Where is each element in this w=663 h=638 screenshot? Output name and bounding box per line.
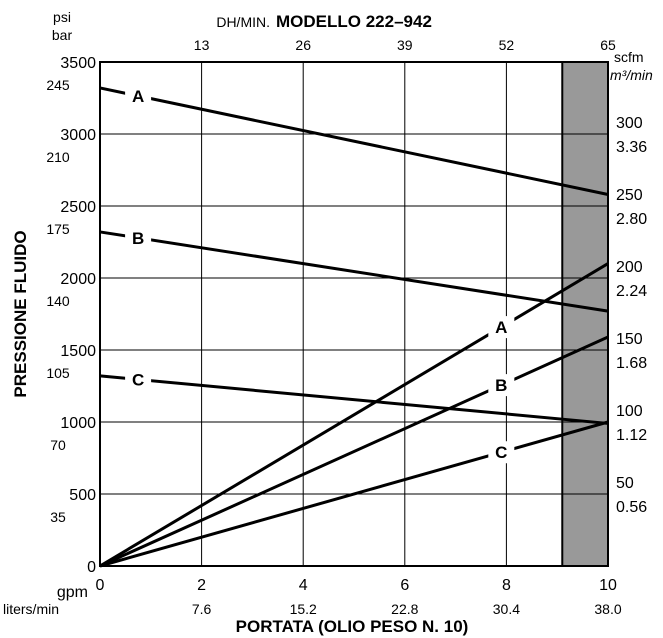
right-unit-m3: m³/min	[610, 67, 653, 83]
top-axis-label: DH/MIN.	[216, 14, 270, 30]
pressure-series-c-label: C	[132, 370, 144, 389]
y-tick-bar: 70	[50, 437, 66, 453]
right-tick-m3: 2.80	[616, 211, 647, 228]
y-unit-bar: bar	[52, 27, 73, 43]
shaded-region	[561, 61, 610, 567]
right-tick-scfm: 250	[616, 187, 643, 204]
air-series-a-label-bg	[488, 316, 515, 339]
x-unit-gpm: gpm	[57, 584, 88, 601]
pressure-series-b-label: B	[132, 229, 144, 248]
air-series-b-label-bg	[488, 374, 515, 397]
air-series-c-label: C	[495, 443, 507, 462]
right-tick-scfm: 200	[616, 259, 643, 276]
y-tick-psi: 1000	[60, 415, 96, 432]
top-tick: 52	[499, 37, 515, 53]
air-series-b-line	[99, 335, 609, 568]
y-tick-psi: 3000	[60, 127, 96, 144]
x-unit-lpm: liters/min	[3, 601, 59, 617]
y-tick-psi: 3500	[60, 55, 96, 72]
y-tick-bar: 210	[46, 149, 70, 165]
y-tick-bar: 140	[46, 293, 70, 309]
right-tick-m3: 0.56	[616, 499, 647, 516]
right-tick-scfm: 100	[616, 403, 643, 420]
x-tick-lpm: 7.6	[192, 601, 212, 617]
x-tick-lpm: 22.8	[391, 601, 418, 617]
right-tick-scfm: 150	[616, 331, 643, 348]
pressure-series-c-line	[99, 374, 609, 425]
pressure-series-a-label-bg	[125, 84, 152, 107]
y-tick-psi: 0	[87, 559, 96, 576]
x-tick-gpm: 10	[599, 577, 617, 594]
right-tick-m3: 1.68	[616, 355, 647, 372]
y-tick-bar: 35	[50, 509, 66, 525]
y-unit-psi: psi	[53, 9, 71, 25]
pressure-series-c-label-bg	[125, 368, 152, 391]
pressure-series-a-label: A	[132, 87, 144, 106]
right-tick-scfm: 300	[616, 115, 643, 132]
x-tick-lpm: 30.4	[493, 601, 520, 617]
top-tick: 65	[600, 37, 616, 53]
x-tick-gpm: 8	[502, 577, 511, 594]
right-tick-scfm: 50	[616, 475, 634, 492]
right-tick-m3: 2.24	[616, 283, 647, 300]
x-tick-lpm: 38.0	[594, 601, 621, 617]
right-tick-m3: 3.36	[616, 139, 647, 156]
x-tick-gpm: 6	[400, 577, 409, 594]
air-series-c-label-bg	[488, 441, 515, 464]
y-tick-psi: 2500	[60, 199, 96, 216]
top-tick: 26	[295, 37, 311, 53]
y-tick-bar: 245	[46, 77, 70, 93]
x-tick-gpm: 2	[197, 577, 206, 594]
y-tick-psi: 2000	[60, 271, 96, 288]
chart-title: MODELLO 222–942	[276, 12, 432, 31]
top-tick: 13	[194, 37, 210, 53]
air-series-c-line	[99, 420, 609, 568]
plot-frame	[99, 61, 609, 567]
x-tick-gpm: 0	[96, 577, 105, 594]
right-tick-m3: 1.12	[616, 427, 647, 444]
x-tick-lpm: 15.2	[290, 601, 317, 617]
y-tick-psi: 500	[69, 487, 96, 504]
y-tick-psi: 1500	[60, 343, 96, 360]
air-series-a-label: A	[495, 318, 507, 337]
pressure-series-b-line	[99, 230, 609, 313]
y-axis-title: PRESSIONE FLUIDO	[11, 230, 30, 397]
y-tick-bar: 105	[46, 365, 70, 381]
y-tick-bar: 175	[46, 221, 70, 237]
pressure-series-b-label-bg	[125, 226, 152, 249]
pressure-series-a-line	[99, 86, 609, 196]
right-unit-scfm: scfm	[614, 49, 644, 65]
air-series-a-line	[99, 262, 609, 568]
x-tick-gpm: 4	[299, 577, 308, 594]
air-series-b-label: B	[495, 376, 507, 395]
x-axis-title: PORTATA (OLIO PESO N. 10)	[236, 617, 469, 636]
top-tick: 39	[397, 37, 413, 53]
